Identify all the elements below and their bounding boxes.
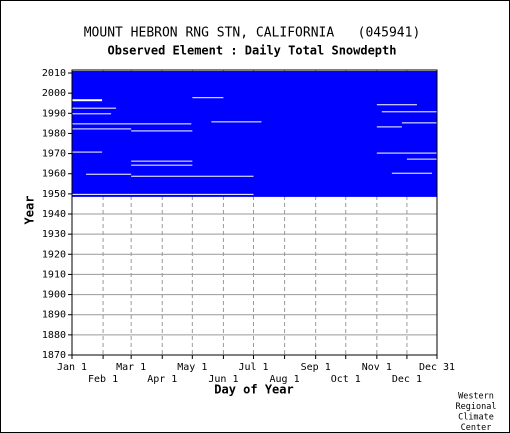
missing-block <box>72 193 254 195</box>
x-tick-label: Mar 1 <box>116 362 146 373</box>
x-tick-label: Sep 1 <box>301 362 331 373</box>
missing-block <box>86 173 132 175</box>
missing-block <box>376 104 417 106</box>
missing-block <box>376 152 437 154</box>
credit-line: Center <box>461 423 492 433</box>
missing-block <box>131 130 193 132</box>
missing-block <box>72 151 103 153</box>
y-tick-label: 1940 <box>42 209 66 220</box>
y-tick-label: 1910 <box>42 269 66 280</box>
y-tick-label: 1880 <box>42 330 66 341</box>
y-tick-label: 1920 <box>42 249 66 260</box>
observed-block <box>72 71 437 197</box>
x-tick-label: Jan 1 <box>57 362 87 373</box>
x-tick-label: Dec 1 <box>392 374 422 385</box>
missing-block <box>72 128 132 130</box>
y-tick-label: 1980 <box>42 128 66 139</box>
chart-subtitle: Observed Element : Daily Total Snowdepth <box>108 44 397 58</box>
x-tick-label: Nov 1 <box>362 362 392 373</box>
x-tick-label: Jul 1 <box>238 362 268 373</box>
missing-block <box>406 158 437 160</box>
x-tick-label: Jun 1 <box>208 374 238 385</box>
y-axis-label: Year <box>23 196 37 225</box>
missing-block <box>401 122 437 124</box>
x-tick-label: Dec 31 <box>419 362 455 373</box>
plot-frame <box>71 69 438 356</box>
missing-block <box>72 123 192 125</box>
x-tick-label: Aug 1 <box>270 374 300 385</box>
x-axis-label: Day of Year <box>214 383 293 397</box>
y-tick-label: 1990 <box>42 108 66 119</box>
x-tick-label: May 1 <box>177 362 207 373</box>
y-tick-label: 1930 <box>42 229 66 240</box>
missing-block <box>211 121 262 123</box>
missing-block <box>131 164 193 166</box>
missing-block <box>72 113 112 115</box>
credit-line: Regional <box>456 402 497 412</box>
x-tick-label: Feb 1 <box>88 374 118 385</box>
missing-block <box>391 172 432 174</box>
missing-block <box>131 175 254 177</box>
y-tick-label: 1950 <box>42 189 66 200</box>
missing-block <box>72 99 103 102</box>
y-tick-label: 1900 <box>42 290 66 301</box>
missing-block <box>72 107 117 109</box>
credit-line: Western <box>458 392 494 402</box>
missing-block <box>192 97 224 99</box>
x-tick-label: Oct 1 <box>331 374 361 385</box>
y-tick-label: 1970 <box>42 149 66 160</box>
y-tick-label: 1960 <box>42 169 66 180</box>
y-tick-label: 1870 <box>42 350 66 361</box>
x-tick-label: Apr 1 <box>147 374 177 385</box>
y-tick-label: 2000 <box>42 88 66 99</box>
missing-block <box>131 160 193 162</box>
y-tick-label: 1890 <box>42 310 66 321</box>
missing-block <box>376 126 402 128</box>
y-tick-label: 2010 <box>42 68 66 79</box>
chart-title: MOUNT HEBRON RNG STN, CALIFORNIA (045941… <box>84 26 421 41</box>
credit-line: Climate <box>458 413 494 423</box>
missing-block <box>381 111 437 113</box>
